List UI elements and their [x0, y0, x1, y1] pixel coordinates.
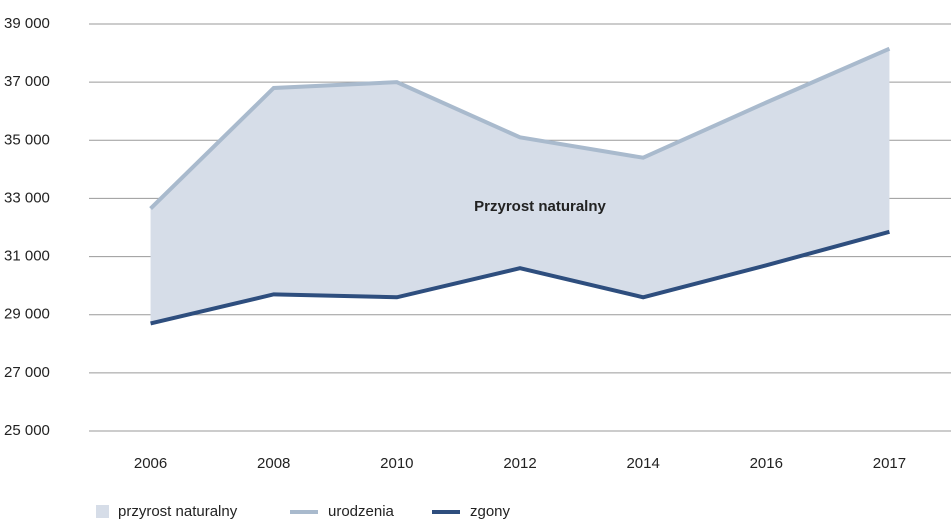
legend-label: zgony	[470, 503, 511, 520]
y-tick-label: 27 000	[4, 364, 50, 381]
x-tick-label: 2017	[873, 455, 906, 472]
legend-label: przyrost naturalny	[118, 503, 238, 520]
legend-label: urodzenia	[328, 503, 395, 520]
y-tick-label: 25 000	[4, 422, 50, 439]
x-tick-label: 2010	[380, 455, 413, 472]
series-line	[149, 46, 891, 211]
series-line	[150, 229, 890, 326]
y-tick-label: 31 000	[4, 248, 50, 265]
y-tick-label: 33 000	[4, 189, 50, 206]
y-tick-label: 37 000	[4, 73, 50, 90]
annotation: Przyrost naturalny	[474, 198, 606, 215]
y-tick-label: 39 000	[4, 15, 50, 32]
x-tick-label: 2016	[750, 455, 783, 472]
x-tick-label: 2012	[503, 455, 536, 472]
x-tick-label: 2008	[257, 455, 290, 472]
fill-between-area	[150, 48, 890, 324]
legend-swatch	[96, 505, 109, 518]
y-tick-label: 35 000	[4, 131, 50, 148]
x-tick-label: 2006	[134, 455, 167, 472]
y-tick-label: 29 000	[4, 306, 50, 323]
x-tick-label: 2014	[626, 455, 659, 472]
